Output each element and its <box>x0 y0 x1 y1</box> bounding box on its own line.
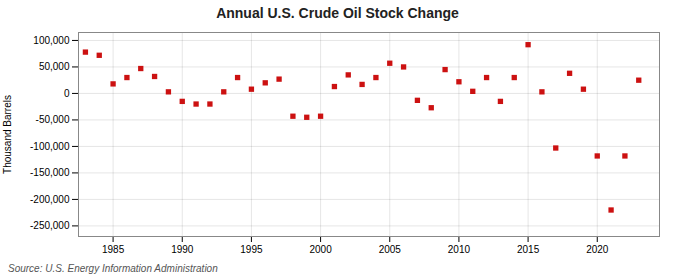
svg-text:1990: 1990 <box>171 244 194 255</box>
html-text:Annual U.S. Crude Oil Stock Ch: Annual U.S. Crude Oil Stock Change <box>216 5 459 21</box>
svg-text:2020: 2020 <box>586 244 609 255</box>
svg-text:2000: 2000 <box>309 244 332 255</box>
svg-text:50,000: 50,000 <box>39 61 70 72</box>
svg-text:1995: 1995 <box>240 244 263 255</box>
svg-text:-200,000: -200,000 <box>30 194 70 205</box>
svg-text:1985: 1985 <box>102 244 125 255</box>
svg-text:2010: 2010 <box>448 244 471 255</box>
svg-text:-250,000: -250,000 <box>30 220 70 231</box>
svg-text:2015: 2015 <box>517 244 540 255</box>
svg-text:100,000: 100,000 <box>33 35 70 46</box>
html-text:Source: U.S. Energy Informatio: Source: U.S. Energy Information Administ… <box>8 263 218 274</box>
svg-text:-150,000: -150,000 <box>30 167 70 178</box>
svg-text:-100,000: -100,000 <box>30 141 70 152</box>
svg-text:Thousand Barrels: Thousand Barrels <box>2 95 13 174</box>
svg-text:2005: 2005 <box>379 244 402 255</box>
svg-text:0: 0 <box>64 88 70 99</box>
svg-text:-50,000: -50,000 <box>36 114 70 125</box>
